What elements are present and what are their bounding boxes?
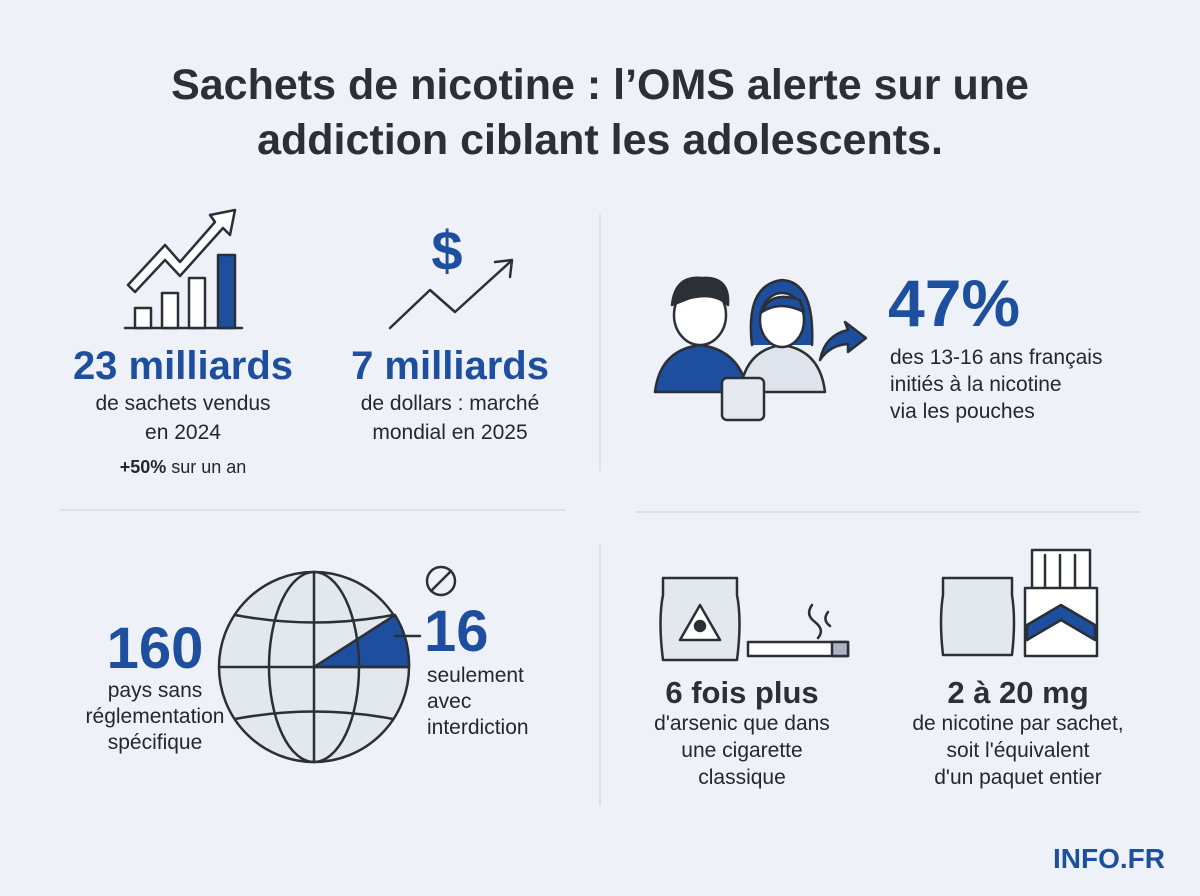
stat-text: d'arsenic que dans <box>654 712 830 735</box>
svg-text:$: $ <box>431 219 462 282</box>
stat-value: 7 milliards <box>351 344 549 388</box>
stat-text: classique <box>698 766 786 789</box>
teens-icon <box>653 276 868 422</box>
stat-value: 16 <box>424 599 489 664</box>
stat-text: soit l'équivalent <box>946 739 1090 762</box>
dividers <box>59 214 1141 806</box>
stat-text: initiés à la nicotine <box>890 373 1062 396</box>
stat-text: une cigarette <box>681 739 803 762</box>
stat-value: 6 fois plus <box>665 675 819 710</box>
stat-text: de sachets vendus <box>95 392 271 415</box>
stat-text: seulement <box>427 664 524 687</box>
note-text: sur un an <box>171 457 247 477</box>
stat-text: d'un paquet entier <box>934 766 1102 789</box>
stat-text: interdiction <box>427 716 529 739</box>
growth-chart-icon <box>123 208 244 330</box>
title-line: addiction ciblant les adolescents. <box>257 116 943 164</box>
stat-text: en 2024 <box>145 421 221 444</box>
stat-text: de dollars : marché <box>360 392 540 415</box>
stat-value: 2 à 20 mg <box>947 675 1089 710</box>
stat-text: avec <box>427 690 472 713</box>
stat-value: 47% <box>888 266 1021 340</box>
stat-text: réglementation <box>85 705 225 728</box>
pouch-pack-icon <box>939 548 1099 658</box>
stat-text: pays sans <box>107 679 203 702</box>
stat-text: mondial en 2025 <box>372 421 528 444</box>
stat-note: +50% sur un an <box>0 458 383 476</box>
pouch-cigarette-icon <box>659 576 850 662</box>
stat-value: 23 milliards <box>72 344 294 388</box>
brand: INFO.FR <box>1053 843 1165 874</box>
stat-text: des 13-16 ans français <box>890 346 1103 369</box>
note-bold: +50% <box>119 457 167 477</box>
stat-text: via les pouches <box>890 400 1035 423</box>
dollar-icon: $ <box>388 219 514 330</box>
stat-text: spécifique <box>107 731 203 754</box>
stat-value: 160 <box>106 616 204 681</box>
stat-text: de nicotine par sachet, <box>912 712 1124 735</box>
globe-icon <box>217 565 457 764</box>
title-line: Sachets de nicotine : l’OMS alerte sur u… <box>171 61 1029 109</box>
